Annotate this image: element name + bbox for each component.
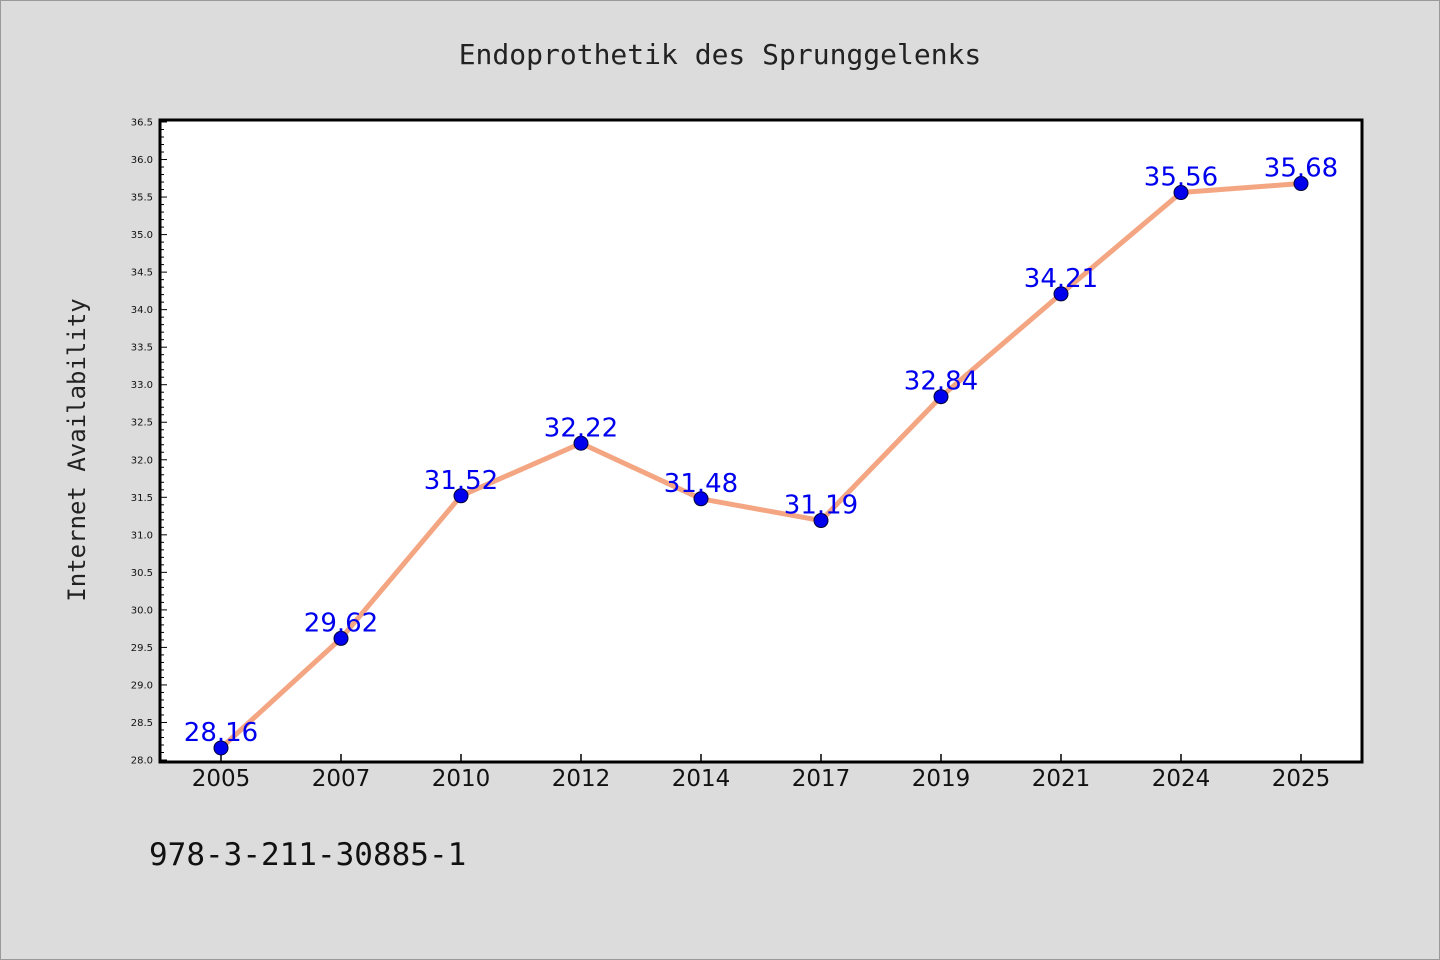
footer-isbn: 978-3-211-30885-1: [149, 837, 466, 873]
data-label: 28.16: [184, 718, 258, 748]
x-tick-label: 2012: [552, 766, 611, 792]
data-label: 32.22: [544, 413, 618, 443]
series-line-group: [218, 181, 1304, 751]
data-label: 31.48: [664, 469, 738, 499]
y-tick-label: 35.0: [131, 230, 153, 241]
data-point: [693, 491, 709, 507]
x-tick-label: 2014: [672, 766, 731, 792]
y-tick-label: 35.5: [131, 193, 153, 204]
x-tick-label: 2021: [1032, 766, 1091, 792]
y-tick-label: 30.5: [131, 568, 153, 579]
x-tick-label: 2005: [192, 766, 251, 792]
y-tick-label: 32.0: [131, 455, 153, 466]
data-point: [1053, 286, 1069, 302]
x-tick-label: 2019: [912, 766, 971, 792]
chart-title: Endoprothetik des Sprunggelenks: [459, 38, 982, 71]
data-label: 35.56: [1144, 163, 1218, 193]
y-axis-label: Internet Availability: [63, 298, 91, 601]
x-tick-label: 2010: [432, 766, 491, 792]
data-points-group: [213, 176, 1309, 756]
data-label: 34.21: [1024, 264, 1098, 294]
y-tick-label: 31.0: [131, 530, 153, 541]
data-point: [813, 513, 829, 529]
series-line: [218, 181, 1304, 751]
data-label: 31.19: [784, 491, 858, 521]
plot-area: [158, 118, 1364, 764]
x-axis: 2005 2007 2010 2012 2014 2017 2019 2021 2024 2025: [192, 754, 1331, 792]
data-label: 29.62: [304, 608, 378, 638]
x-tick-label: 2024: [1152, 766, 1211, 792]
y-axis: 28.0 28.5 29.0 29.5 30.0 30.5 31.0 31.5 32.0 32.5…: [131, 118, 167, 767]
data-point: [573, 435, 589, 451]
x-tick-label: 2007: [312, 766, 371, 792]
y-tick-label: 28.5: [131, 718, 153, 729]
data-label: 31.52: [424, 466, 498, 496]
data-point: [333, 630, 349, 646]
data-labels-group: 28.16 29.62 31.52 32.22 31.48 31.19 32.84 34.21…: [184, 154, 1338, 748]
y-tick-label: 32.5: [131, 418, 153, 429]
data-label: 35.68: [1264, 154, 1338, 184]
y-tick-label: 31.5: [131, 493, 153, 504]
y-tick-label: 34.5: [131, 268, 153, 279]
y-tick-label: 33.5: [131, 343, 153, 354]
x-tick-label: 2025: [1272, 766, 1331, 792]
y-tick-label: 36.0: [131, 155, 153, 166]
y-tick-label: 29.5: [131, 643, 153, 654]
y-tick-label: 36.5: [131, 118, 153, 129]
y-tick-label: 34.0: [131, 305, 153, 316]
x-tick-label: 2017: [792, 766, 851, 792]
data-point: [933, 389, 949, 405]
data-point: [453, 488, 469, 504]
y-tick-label: 29.0: [131, 680, 153, 691]
data-point: [1293, 176, 1309, 192]
data-label: 32.84: [904, 367, 978, 397]
data-point: [1173, 185, 1189, 201]
y-tick-label: 33.0: [131, 380, 153, 391]
data-point: [213, 740, 229, 756]
y-tick-label: 28.0: [131, 756, 153, 767]
y-tick-label: 30.0: [131, 605, 153, 616]
